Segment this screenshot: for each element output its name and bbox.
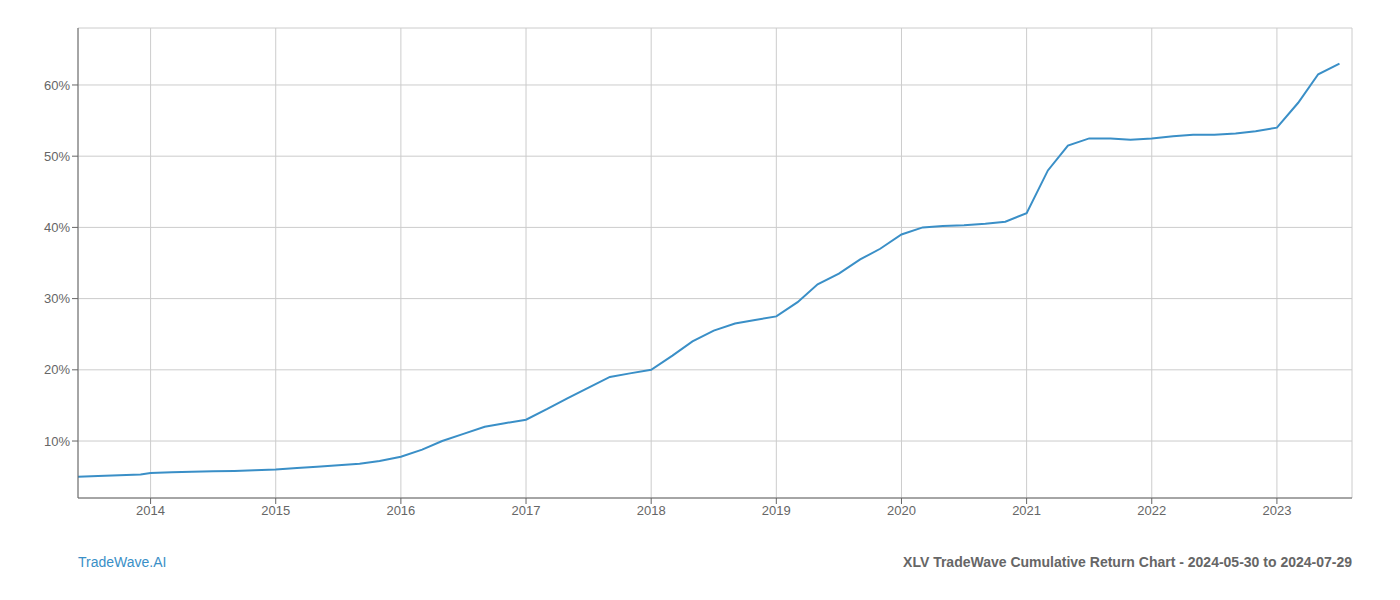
svg-text:2014: 2014 xyxy=(136,503,165,518)
svg-text:2015: 2015 xyxy=(261,503,290,518)
svg-text:40%: 40% xyxy=(44,220,70,235)
svg-text:2017: 2017 xyxy=(512,503,541,518)
svg-text:20%: 20% xyxy=(44,362,70,377)
svg-text:2023: 2023 xyxy=(1262,503,1291,518)
svg-text:2021: 2021 xyxy=(1012,503,1041,518)
svg-text:2020: 2020 xyxy=(887,503,916,518)
html-text:XLV TradeWave Cumulative Retur: XLV TradeWave Cumulative Return Chart - … xyxy=(903,554,1352,570)
svg-text:10%: 10% xyxy=(44,434,70,449)
svg-text:30%: 30% xyxy=(44,291,70,306)
svg-text:60%: 60% xyxy=(44,78,70,93)
svg-text:2022: 2022 xyxy=(1137,503,1166,518)
svg-text:2019: 2019 xyxy=(762,503,791,518)
svg-text:2018: 2018 xyxy=(637,503,666,518)
html-text:TradeWave.AI: TradeWave.AI xyxy=(78,554,167,570)
svg-text:2016: 2016 xyxy=(386,503,415,518)
svg-text:50%: 50% xyxy=(44,149,70,164)
